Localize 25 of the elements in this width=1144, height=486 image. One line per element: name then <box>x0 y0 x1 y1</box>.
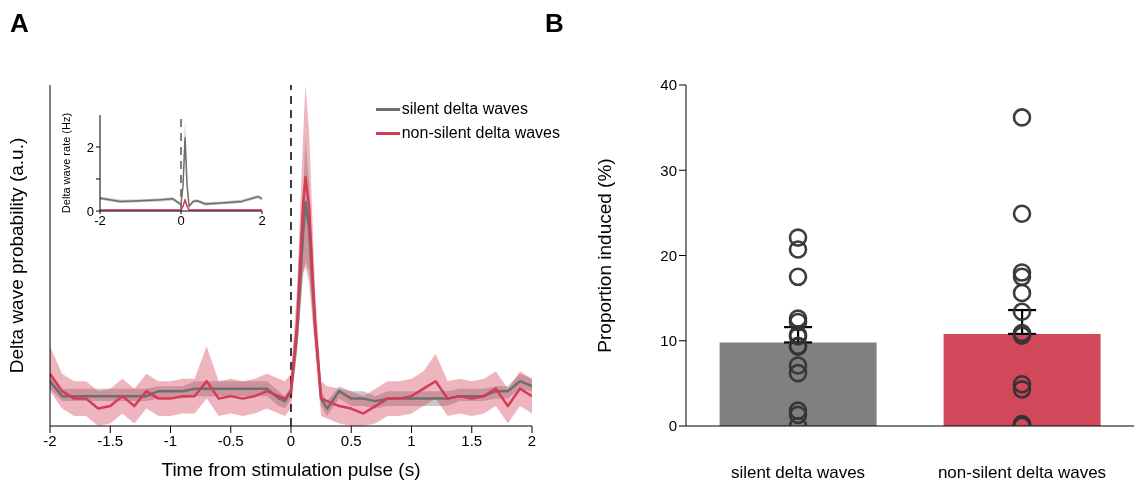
y-tick-label: 30 <box>660 161 677 179</box>
legend-label: silent delta waves <box>401 100 528 118</box>
chart-title: B <box>545 8 564 39</box>
y-tick-label: 40 <box>660 76 677 94</box>
y-tick-label: 10 <box>660 332 677 350</box>
y-axis-title: Delta wave probability (a.u.) <box>5 137 27 374</box>
legend-label: non-silent delta waves <box>401 124 560 142</box>
x-tick-label: 2 <box>527 431 537 449</box>
x-tick-label: -2 <box>43 431 57 449</box>
x-tick-label: 0.5 <box>340 431 362 449</box>
x-axis-title: Time from stimulation pulse (s) <box>161 459 421 480</box>
x-tick-label: 1.5 <box>461 431 483 449</box>
y-tick-label: 20 <box>660 246 677 264</box>
x-tick-label: -1.5 <box>97 431 124 449</box>
x-tick-label: 0 <box>286 431 296 449</box>
y-axis-title: Proportion induced (%) <box>593 158 615 353</box>
x-tick-label: 1 <box>407 431 416 449</box>
x-tick-label: 0 <box>177 213 185 229</box>
y-tick-label: 0 <box>668 417 677 435</box>
chart-title: A <box>10 8 29 39</box>
y-axis-title: Delta wave rate (Hz) <box>59 112 72 214</box>
x-tick-label: -1 <box>163 431 178 449</box>
x-tick-label: 2 <box>258 213 266 229</box>
x-tick-label: -2 <box>94 213 106 229</box>
x-tick-label: -0.5 <box>217 431 244 449</box>
